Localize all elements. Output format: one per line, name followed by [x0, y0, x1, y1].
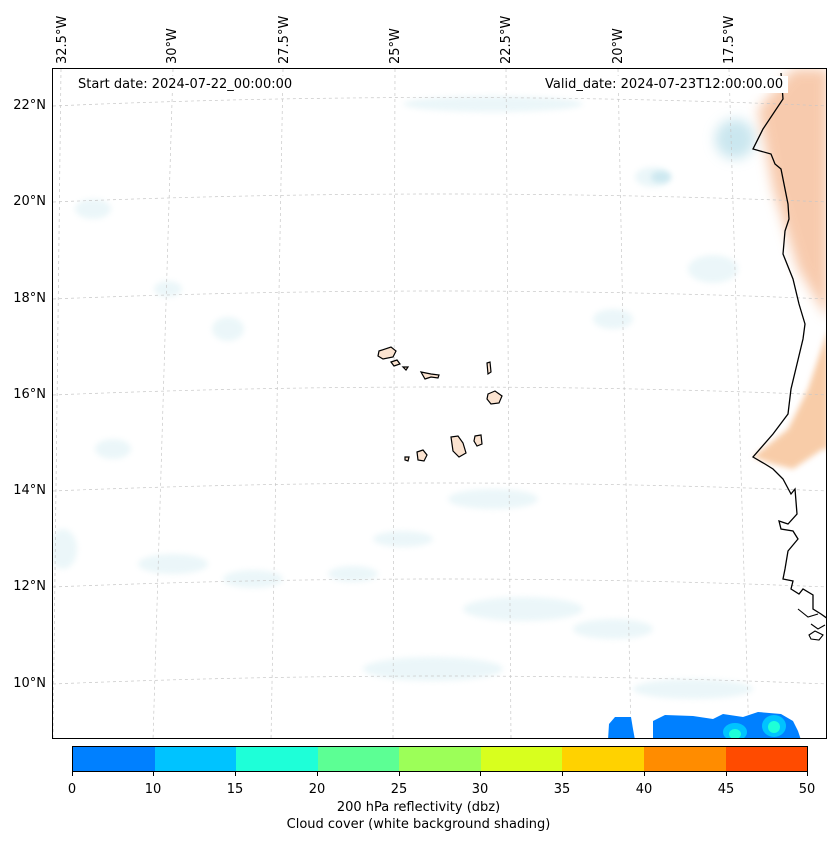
latitude-label-18n: 18°N [13, 291, 46, 306]
latitude-label-14n: 14°N [13, 483, 46, 498]
latitude-label-12n: 12°N [13, 579, 46, 594]
colorbar-tick-20: 20 [308, 782, 326, 797]
colorbar-tick-45: 45 [717, 782, 735, 797]
land-shading [758, 69, 826, 316]
coastline [810, 623, 826, 630]
colorbar-segment-15-20 [236, 747, 318, 771]
island-sao-nicolau [419, 371, 440, 380]
longitude-label-27-5w: 27.5°W [277, 15, 292, 64]
longitude-label-22-5w: 22.5°W [499, 15, 514, 64]
coastline [751, 72, 826, 619]
latitude-label-20n: 20°N [13, 194, 46, 209]
reflectivity-blob [608, 717, 635, 738]
latitude-label-10n: 10°N [13, 676, 46, 691]
cloud-cover-layer [53, 96, 753, 699]
colorbar-tick-15: 15 [226, 782, 244, 797]
longitude-label-25w: 25°W [388, 28, 403, 64]
map-canvas [53, 69, 826, 738]
island-santa-luzia [401, 366, 410, 371]
colorbar-tick-0: 0 [67, 782, 77, 797]
longitude-label-30w: 30°W [165, 28, 180, 64]
colorbar-label: 200 hPa reflectivity (dbz) [336, 800, 501, 815]
reflectivity-layer [608, 712, 801, 738]
colorbar-tick-50: 50 [798, 782, 816, 797]
island-santo-antao [377, 346, 397, 360]
longitude-label-20w: 20°W [611, 28, 626, 64]
cape-verde-islands [377, 346, 503, 462]
colorbar-segment-10-15 [154, 747, 237, 771]
latitude-label-16n: 16°N [13, 387, 46, 402]
colorbar-segment-0-10 [73, 747, 155, 771]
land-shading [753, 69, 826, 469]
longitude-label-17-5w: 17.5°W [722, 15, 737, 64]
colorbar-segment-35-40 [562, 747, 644, 771]
reflectivity-colorbar [72, 746, 808, 772]
reflectivity-blob [768, 721, 780, 733]
island-fogo [416, 449, 428, 462]
colorbar-tick-25: 25 [390, 782, 408, 797]
colorbar-segment-40-45 [643, 747, 726, 771]
reflectivity-blob [729, 729, 741, 738]
colorbar-segment-25-30 [399, 747, 481, 771]
reflectivity-blob [653, 712, 801, 738]
colorbar-sublabel: Cloud cover (white background shading) [286, 817, 551, 832]
island-sal [486, 361, 492, 376]
colorbar-segment-45-50 [725, 747, 808, 771]
colorbar-segment-30-35 [480, 747, 563, 771]
latitude-label-22n: 22°N [13, 98, 46, 113]
island-boa-vista [486, 390, 503, 405]
graticule [53, 69, 826, 738]
cloud-blob [715, 119, 755, 159]
map-panel[interactable] [52, 68, 827, 739]
colorbar-segment-20-25 [317, 747, 400, 771]
colorbar-tick-35: 35 [553, 782, 571, 797]
colorbar-tick-40: 40 [635, 782, 653, 797]
island-santiago [450, 435, 467, 458]
island-brava [404, 456, 410, 462]
valid-date-label: Valid_date: 2024-07-23T12:00:00.00 [540, 76, 789, 93]
island-sao-vicente [390, 359, 401, 367]
longitude-label-32-5w: 32.5°W [55, 15, 70, 64]
coastline [808, 630, 824, 641]
start-date-label: Start date: 2024-07-22_00:00:00 [73, 76, 298, 93]
cloud-blob [651, 171, 671, 183]
coastline [797, 608, 819, 618]
island-maio [473, 434, 483, 447]
colorbar-tick-30: 30 [471, 782, 489, 797]
colorbar-tick-10: 10 [144, 782, 162, 797]
